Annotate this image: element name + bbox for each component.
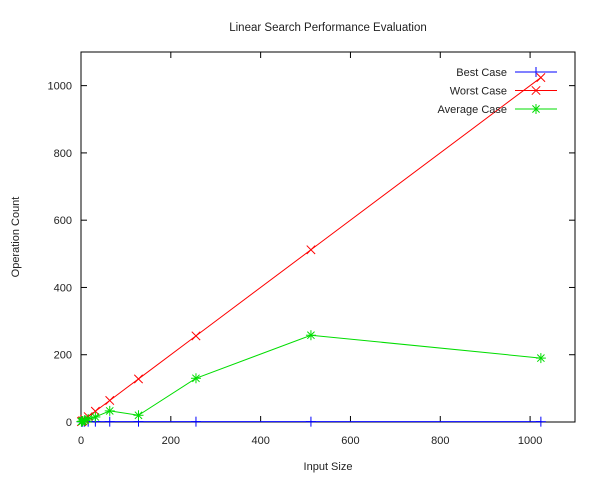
legend-label: Best Case [456,67,507,79]
data-point [536,73,546,83]
series-2 [76,330,546,427]
legend-marker [531,85,541,96]
data-point-stroke [91,413,100,421]
y-tick-label: 200 [54,350,72,362]
data-point-stroke [105,406,114,415]
legend-marker [531,104,541,114]
data-point-stroke [191,331,201,341]
data-point [305,416,316,427]
x-tick-label: 400 [251,435,269,447]
series-line [81,334,541,423]
data-point [535,353,546,364]
series-1 [76,73,546,427]
data-point [104,416,115,427]
y-tick-label: 1000 [48,81,72,93]
data-point [191,331,201,341]
chart-title: Linear Search Performance Evaluation [229,22,427,34]
data-point [105,395,115,406]
data-point-stroke [134,411,143,420]
data-point [305,330,316,341]
data-point [133,410,144,421]
y-tick-label: 400 [54,282,72,294]
legend-label: Average Case [437,104,507,116]
x-tick-label: 800 [431,435,449,447]
data-point-stroke [306,331,315,340]
data-point-stroke [105,395,115,406]
y-axis-label: Operation Count [10,197,22,278]
x-tick-label: 200 [162,435,180,447]
data-point [133,374,144,384]
series-layer [76,73,546,427]
x-tick-label: 1000 [518,435,542,447]
data-point [190,373,201,384]
legend: Best Case Worst Case Average Case [437,67,557,116]
data-point [90,411,101,422]
data-point-stroke [536,354,545,363]
y-tick-label: 800 [54,148,72,160]
data-point-stroke [306,245,316,255]
series-0 [76,416,546,427]
x-axis-label: Input Size [304,461,353,473]
x-tick-label: 600 [341,435,359,447]
legend-label: Worst Case [450,86,507,98]
legend-marker-stroke [531,85,541,96]
data-point [104,405,115,416]
data-point [190,416,201,427]
legend-marker [531,67,541,77]
x-tick-label: 0 [78,435,84,447]
data-point [306,245,316,255]
y-tick-label: 600 [54,215,72,227]
data-point-stroke [133,374,144,384]
data-point [535,416,546,427]
data-point-stroke [536,73,546,83]
y-tick-label: 0 [66,417,72,429]
legend-marker-stroke [532,105,540,113]
data-point [83,413,94,424]
data-point-stroke [192,374,200,383]
